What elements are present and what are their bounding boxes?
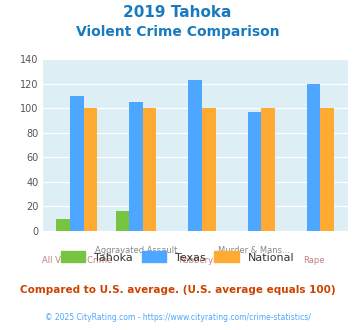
Text: 2019 Tahoka: 2019 Tahoka (123, 5, 232, 20)
Text: Rape: Rape (303, 255, 324, 265)
Bar (116, 212, 129, 231)
Bar (189, 80, 202, 231)
Bar (261, 109, 275, 231)
Text: Murder & Mans...: Murder & Mans... (218, 246, 290, 255)
Bar (70, 96, 84, 231)
Bar (248, 112, 261, 231)
Text: Robbery: Robbery (178, 255, 213, 265)
Bar (129, 102, 143, 231)
Bar (56, 219, 70, 231)
Bar (307, 84, 321, 231)
Bar (143, 109, 157, 231)
Text: All Violent Crime: All Violent Crime (42, 255, 112, 265)
Legend: Tahoka, Texas, National: Tahoka, Texas, National (61, 251, 294, 263)
Bar (84, 109, 97, 231)
Text: Violent Crime Comparison: Violent Crime Comparison (76, 25, 279, 39)
Text: © 2025 CityRating.com - https://www.cityrating.com/crime-statistics/: © 2025 CityRating.com - https://www.city… (45, 314, 310, 322)
Text: Compared to U.S. average. (U.S. average equals 100): Compared to U.S. average. (U.S. average … (20, 285, 335, 295)
Bar (202, 109, 216, 231)
Text: Aggravated Assault: Aggravated Assault (95, 246, 177, 255)
Bar (321, 109, 334, 231)
